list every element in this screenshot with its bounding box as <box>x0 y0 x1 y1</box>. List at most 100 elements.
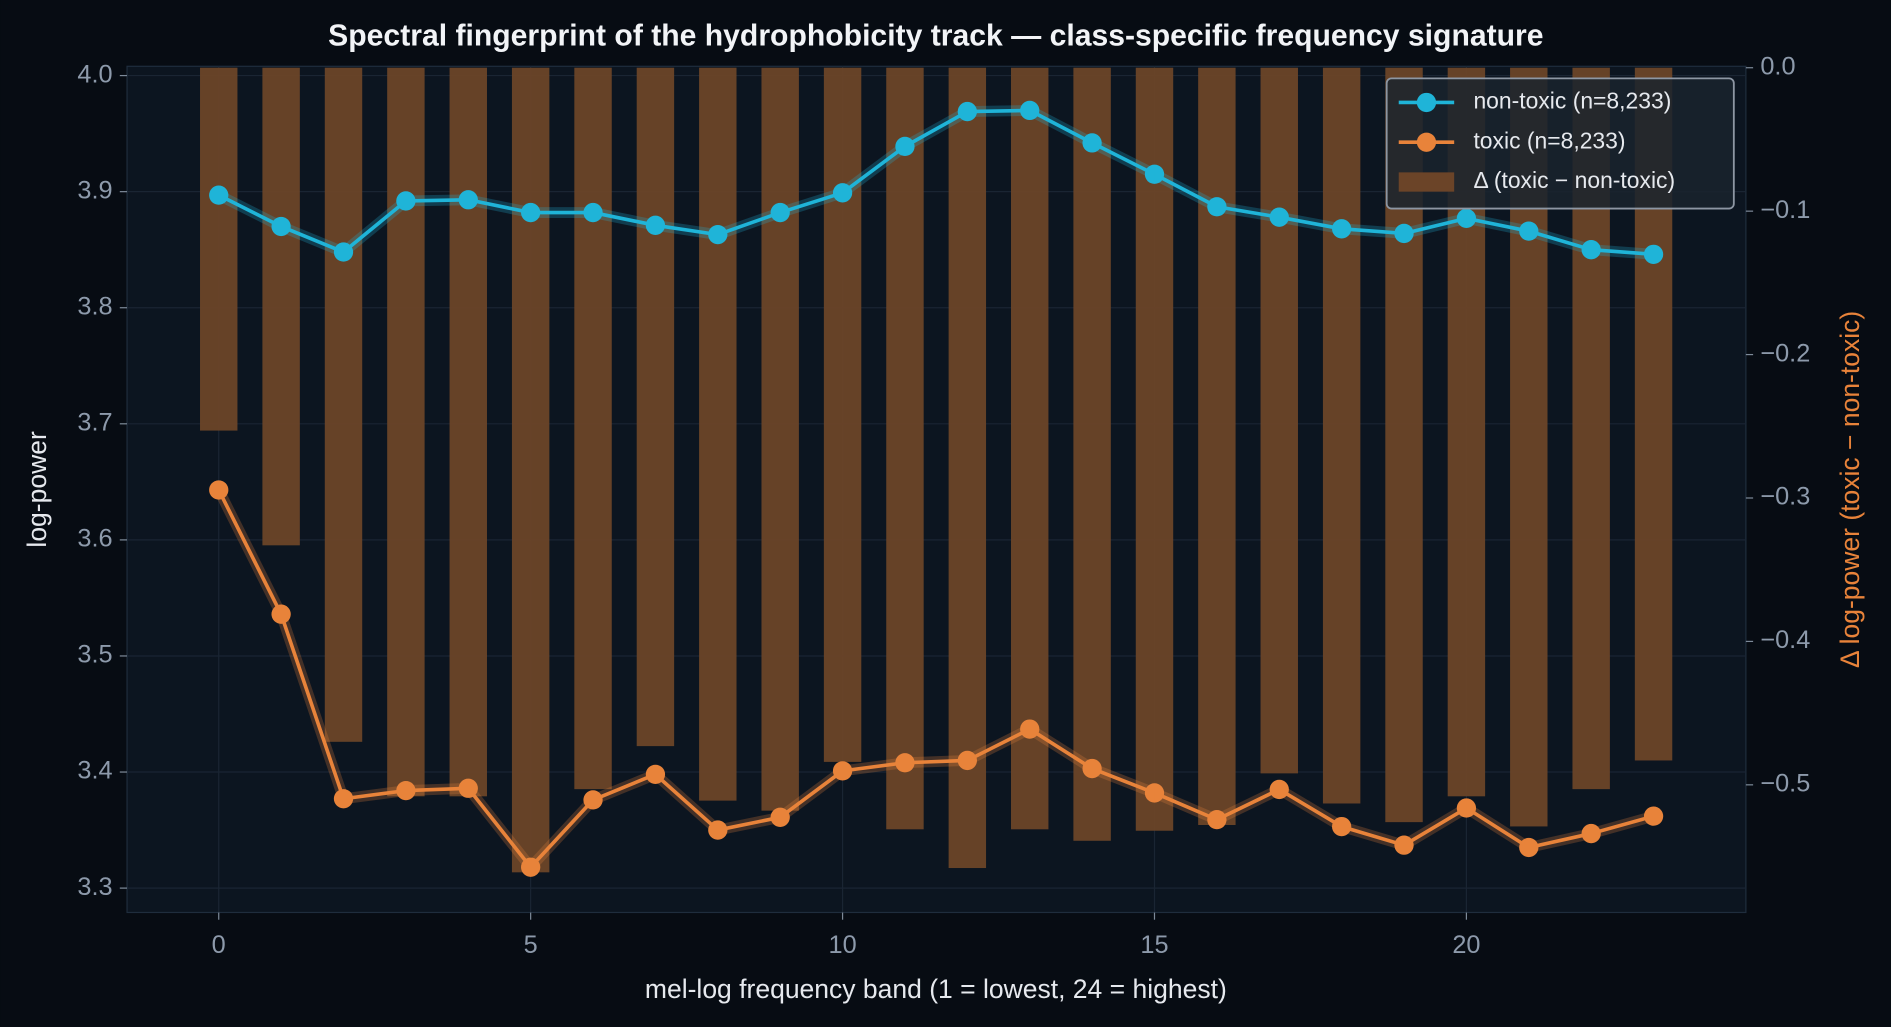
legend-label: toxic (n=8,233) <box>1473 127 1625 153</box>
point <box>271 216 291 237</box>
x-tick-label: 15 <box>1140 931 1168 959</box>
point <box>1207 809 1227 830</box>
y-tick-label: 3.5 <box>77 641 112 669</box>
point <box>770 807 790 827</box>
point <box>209 480 229 500</box>
point <box>1207 197 1227 217</box>
y-axis-label: log-power <box>22 431 52 548</box>
x-tick-label: 0 <box>212 931 226 959</box>
point <box>333 789 354 809</box>
point <box>458 190 478 210</box>
point <box>1082 758 1102 779</box>
point <box>1519 221 1539 241</box>
point <box>1144 164 1165 184</box>
bar <box>511 67 550 873</box>
bar <box>449 67 487 797</box>
y-tick-label: 3.4 <box>77 757 112 785</box>
point <box>521 857 541 877</box>
bar <box>387 67 425 797</box>
y-tick-label: 3.3 <box>77 873 112 901</box>
legend-box <box>1385 77 1735 210</box>
chart-title: Spectral fingerprint of the hydrophobici… <box>328 19 1543 52</box>
legend-marker <box>1416 92 1437 113</box>
point <box>895 136 915 157</box>
point <box>895 753 915 773</box>
point <box>583 790 603 810</box>
bar <box>200 67 238 431</box>
point <box>957 101 977 122</box>
point <box>521 202 541 223</box>
y2-axis-label: Δ log-power (toxic − non-toxic) <box>1835 311 1865 668</box>
point <box>708 224 728 245</box>
bar <box>636 67 675 747</box>
bar <box>761 67 799 811</box>
x-tick-label: 5 <box>524 931 538 959</box>
bar <box>1198 67 1236 825</box>
y2-tick-label: −0.4 <box>1760 626 1810 654</box>
legend: non-toxic (n=8,233) toxic (n=8,233) Δ (tox… <box>1385 77 1735 210</box>
y-tick-label: 3.6 <box>77 525 112 553</box>
point <box>1144 783 1165 803</box>
y2-tick-label: 0.0 <box>1760 52 1795 80</box>
point <box>1269 207 1289 227</box>
bar <box>699 67 737 801</box>
point <box>1519 837 1539 858</box>
bar <box>1135 67 1174 831</box>
point <box>770 202 790 223</box>
bar <box>262 67 300 546</box>
point <box>1394 223 1414 244</box>
point <box>209 185 229 205</box>
legend-swatch <box>1398 172 1455 192</box>
point <box>583 202 603 223</box>
point <box>1020 100 1040 121</box>
point <box>957 750 977 771</box>
point <box>645 215 666 235</box>
y-tick-label: 3.9 <box>77 176 112 204</box>
point <box>708 820 728 840</box>
legend-label: Δ (toxic − non-toxic) <box>1473 167 1675 193</box>
bar <box>1011 67 1049 830</box>
bar <box>574 67 612 790</box>
legend-label: non-toxic (n=8,233) <box>1473 88 1671 114</box>
point <box>1643 244 1664 264</box>
point <box>832 183 853 203</box>
legend-marker <box>1416 132 1437 152</box>
y-tick-label: 4.0 <box>77 60 112 88</box>
point <box>1269 779 1289 800</box>
bar <box>886 67 924 830</box>
point <box>333 242 354 262</box>
point <box>1331 816 1352 837</box>
x-axis-label: mel-log frequency band (1 = lowest, 24 =… <box>645 974 1227 1004</box>
point <box>396 191 416 211</box>
point <box>1581 823 1601 844</box>
bar <box>823 67 862 762</box>
point <box>832 761 853 781</box>
point <box>458 778 478 798</box>
y-tick-label: 3.7 <box>77 408 112 436</box>
point <box>645 764 666 785</box>
y2-tick-label: −0.5 <box>1760 770 1810 798</box>
point <box>1643 806 1664 826</box>
point <box>1456 798 1477 818</box>
point <box>1456 208 1477 228</box>
line <box>217 489 1655 870</box>
point <box>1581 240 1601 260</box>
x-tick-label: 20 <box>1452 931 1480 959</box>
bar <box>1073 67 1111 841</box>
point <box>1020 719 1040 739</box>
bar <box>948 67 987 869</box>
y-tick-label: 3.8 <box>77 292 112 320</box>
point <box>271 604 291 624</box>
point <box>1082 133 1102 153</box>
line <box>217 108 1654 257</box>
y2-tick-label: −0.1 <box>1760 196 1810 224</box>
x-tick-label: 10 <box>829 931 857 959</box>
bar <box>1322 67 1361 804</box>
y2-tick-label: −0.3 <box>1760 483 1810 511</box>
point <box>1394 835 1414 855</box>
bar <box>324 67 363 742</box>
bar <box>1260 67 1298 774</box>
point <box>396 780 416 801</box>
